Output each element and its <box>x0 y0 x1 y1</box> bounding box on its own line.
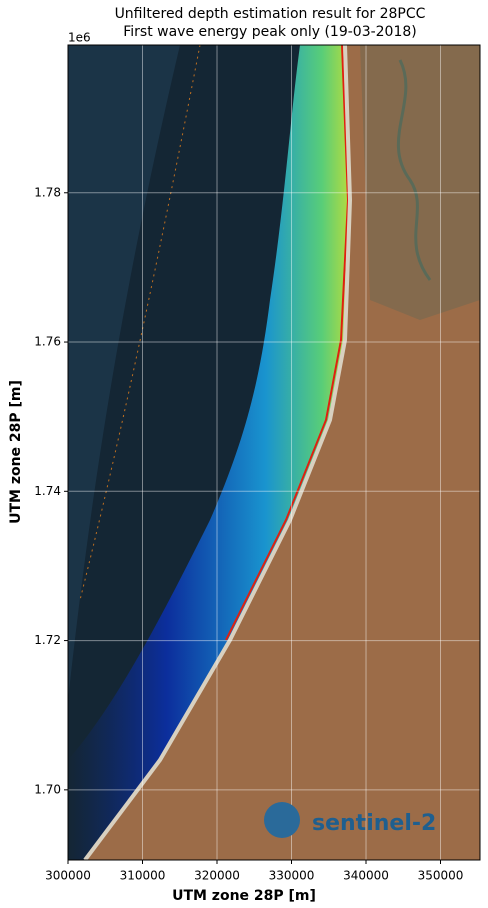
plot-frame <box>67 44 481 861</box>
beach <box>83 45 353 860</box>
y-tick-label: 1.74 <box>34 484 61 498</box>
x-tick-label: 320000 <box>194 869 240 883</box>
x-axis-label: UTM zone 28P [m] <box>172 888 316 904</box>
y-offset-label: 1e6 <box>68 31 91 45</box>
speckle-zone <box>68 45 180 700</box>
y-tick-label: 1.76 <box>34 335 61 349</box>
logo-text: sentinel-2 <box>312 811 436 836</box>
y-tick-label: 1.70 <box>34 782 61 796</box>
y-tick-label: 1.78 <box>34 185 61 199</box>
y-tick-label: 1.72 <box>34 633 61 647</box>
x-tick-label: 350000 <box>418 869 464 883</box>
logo-icon <box>264 802 300 838</box>
artifact-line <box>79 45 201 601</box>
x-tick-label: 340000 <box>343 869 389 883</box>
depth-band <box>68 45 350 860</box>
breaker-line <box>225 45 350 641</box>
x-tick-label: 300000 <box>45 869 91 883</box>
x-tick-label: 330000 <box>269 869 315 883</box>
chart-title: Unfiltered depth estimation result for 2… <box>115 6 426 22</box>
y-axis-label: UTM zone 28P [m] <box>8 380 24 524</box>
image: sentinel-2 <box>68 45 480 860</box>
river <box>396 59 432 281</box>
chart-subtitle: First wave energy peak only (19-03-2018) <box>123 24 417 40</box>
x-tick-label: 310000 <box>120 869 166 883</box>
delta <box>360 45 480 320</box>
